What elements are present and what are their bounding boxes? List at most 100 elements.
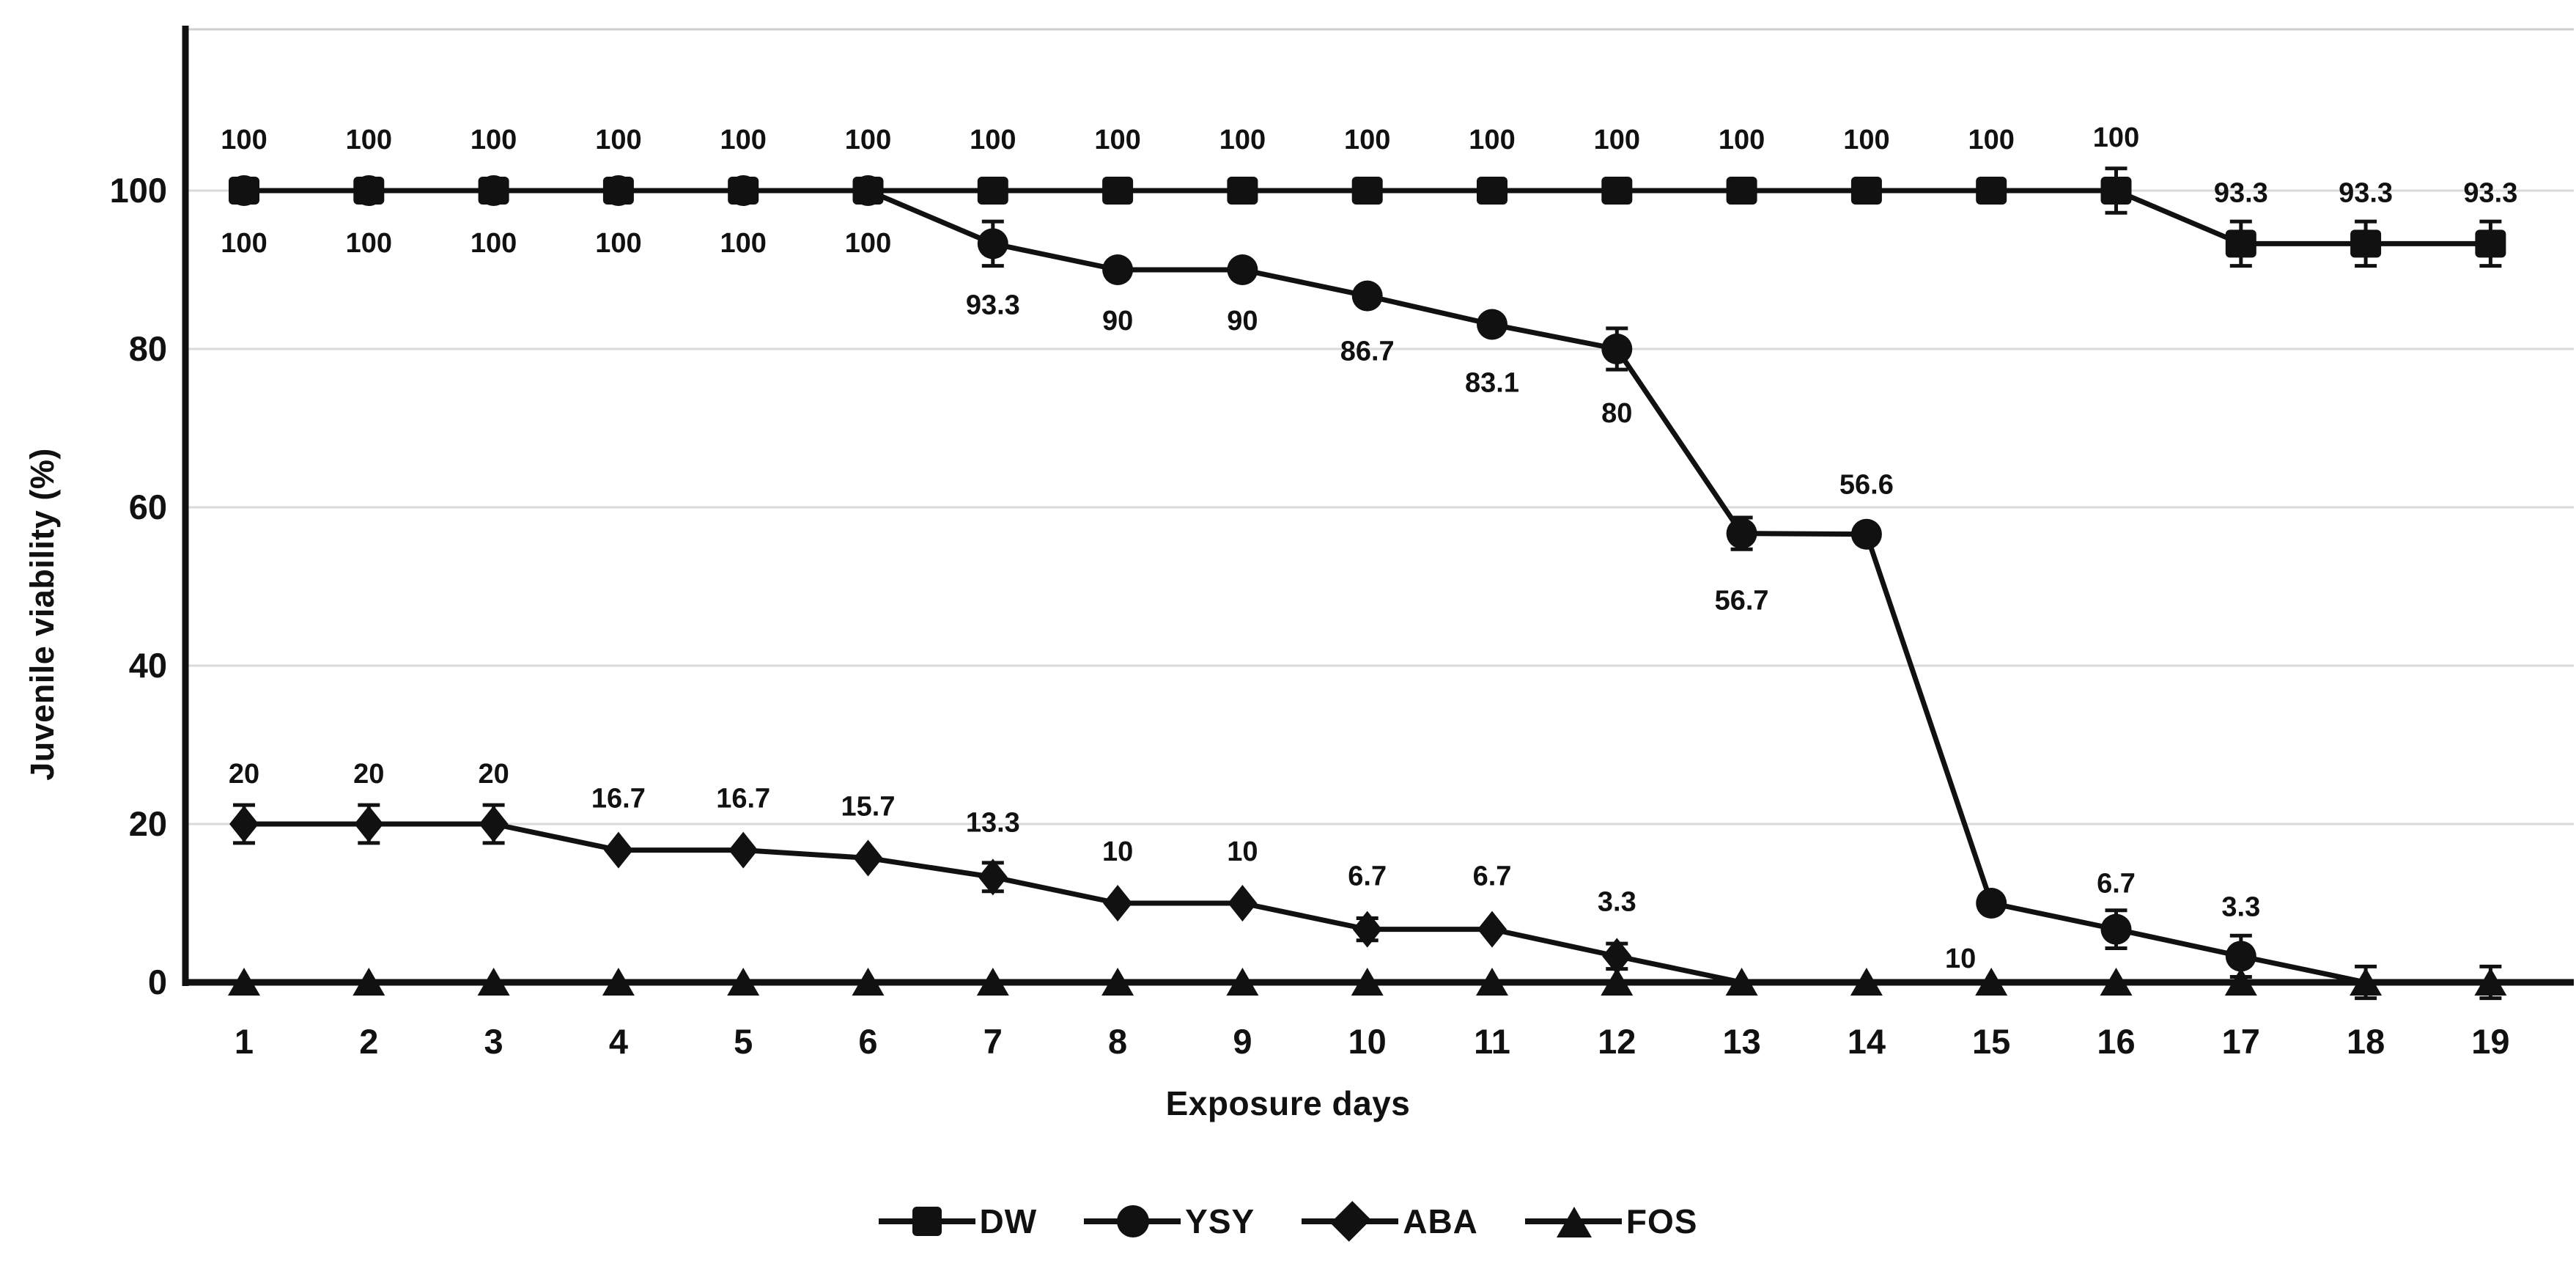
x-axis-tick-label: 5: [734, 1022, 753, 1061]
x-axis-tick-label: 9: [1233, 1022, 1252, 1061]
circle-marker: [1976, 888, 2007, 919]
circle-marker: [2225, 941, 2256, 972]
point-label: 6.7: [1473, 861, 1512, 892]
triangle-marker: [353, 968, 385, 996]
point-label: 56.7: [1715, 586, 1769, 617]
point-label: 80: [1601, 398, 1632, 429]
diamond-marker: [1477, 911, 1507, 948]
x-axis-tick-label: 6: [858, 1022, 877, 1061]
series-line: [244, 821, 2491, 985]
y-axis-title: Juvenile viability (%): [23, 448, 61, 781]
point-label: 90: [1102, 306, 1133, 336]
y-axis-tick-label: 40: [129, 646, 167, 685]
x-axis-tick-label: 2: [359, 1022, 378, 1061]
point-label: 100: [1094, 125, 1140, 155]
triangle-marker: [2100, 968, 2133, 996]
series-fos: [228, 968, 2507, 996]
circle-marker: [1477, 309, 1507, 340]
point-label: 3.3: [2221, 891, 2260, 922]
circle-marker: [852, 175, 884, 206]
point-label: 20: [353, 759, 384, 790]
circle-marker: [1102, 254, 1134, 285]
point-label: 100: [1469, 125, 1515, 155]
point-label: 16.7: [591, 784, 646, 814]
legend-label-aba: ABA: [1403, 1202, 1478, 1240]
legend: DW YSY ABA FOS: [0, 1186, 2576, 1257]
y-axis-tick-label: 100: [110, 171, 167, 210]
square-marker: [1227, 177, 1258, 205]
diamond-marker: [354, 806, 384, 842]
point-label: 100: [845, 228, 891, 259]
square-marker: [2100, 177, 2132, 205]
x-axis-tick-label: 13: [1722, 1022, 1760, 1061]
series-ysy: 100 100 100 100 100 100 93.3 90 90 86.7 83.1 80 56.7…: [221, 175, 2502, 1001]
point-label: 86.7: [1340, 336, 1395, 367]
point-label: 100: [221, 228, 267, 259]
point-label: 20: [229, 759, 259, 790]
point-label: 100: [346, 125, 392, 155]
square-marker: [1601, 177, 1633, 205]
x-axis-tick-label: 4: [609, 1022, 628, 1061]
series-aba: 20 20 20 16.7 16.7 15.7 13.3 10 10 6.7 6.7 3.3: [229, 759, 2491, 985]
diamond-marker: [1602, 938, 1632, 975]
circle-marker: [602, 175, 634, 206]
diamond-marker: [479, 806, 509, 842]
square-marker: [1102, 177, 1134, 205]
triangle-marker: [477, 968, 510, 996]
square-marker: [1850, 177, 1882, 205]
point-label: 100: [2093, 122, 2139, 153]
point-label: 100: [970, 125, 1016, 155]
x-axis-tick-label: 16: [2097, 1022, 2135, 1061]
point-label: 100: [1843, 125, 1889, 155]
legend-label-ysy: YSY: [1185, 1202, 1255, 1240]
diamond-marker-icon: [1302, 1186, 1399, 1257]
point-label: 100: [346, 228, 392, 259]
point-label: 100: [595, 125, 641, 155]
triangle-marker: [727, 968, 760, 996]
diamond-marker: [1103, 885, 1133, 922]
circle-marker: [229, 175, 259, 206]
point-label: 100: [1719, 125, 1765, 155]
point-label: 100: [470, 125, 517, 155]
circle-marker: [1227, 254, 1258, 285]
x-axis-tick-label: 17: [2222, 1022, 2260, 1061]
circle-marker: [1726, 518, 1757, 549]
x-axis-title: Exposure days: [1165, 1084, 1411, 1122]
square-marker: [2350, 229, 2382, 258]
point-label: 6.7: [1348, 861, 1387, 892]
point-label: 83.1: [1465, 368, 1519, 399]
square-marker: [1351, 177, 1383, 205]
point-label: 10: [1227, 836, 1258, 867]
x-axis-tick-label: 8: [1108, 1022, 1127, 1061]
triangle-marker: [602, 968, 635, 996]
circle-marker: [728, 175, 759, 206]
circle-marker: [2100, 913, 2132, 945]
diamond-marker: [1228, 885, 1258, 922]
point-label: 100: [1344, 125, 1390, 155]
point-label: 56.6: [1839, 470, 1894, 501]
circle-marker: [478, 175, 509, 206]
square-marker: [2475, 229, 2506, 258]
point-label: 13.3: [966, 807, 1020, 838]
series-dw: 100 100 100 100 100 100 100 100 100 100 100 100 100 1…: [221, 122, 2517, 268]
legend-item-fos: FOS: [1524, 1186, 1698, 1257]
y-axis-tick-label: 60: [129, 488, 167, 526]
point-label: 100: [1968, 125, 2014, 155]
triangle-marker: [852, 968, 885, 996]
triangle-marker: [2350, 968, 2383, 996]
circle-marker: [353, 175, 385, 206]
x-axis-tick-label: 19: [2471, 1022, 2509, 1061]
square-marker: [977, 177, 1008, 205]
triangle-marker: [2474, 968, 2507, 996]
x-axis-tick-label: 12: [1598, 1022, 1636, 1061]
y-axis-tick-label: 0: [148, 963, 167, 1001]
point-label: 100: [845, 125, 891, 155]
circle-marker: [977, 228, 1008, 260]
diamond-marker: [728, 831, 759, 869]
x-axis-tick-label: 11: [1474, 1022, 1510, 1061]
point-label: 6.7: [2097, 869, 2136, 900]
triangle-marker-icon: [1524, 1186, 1622, 1257]
point-label: 93.3: [2339, 177, 2393, 208]
legend-item-dw: DW: [878, 1186, 1038, 1257]
